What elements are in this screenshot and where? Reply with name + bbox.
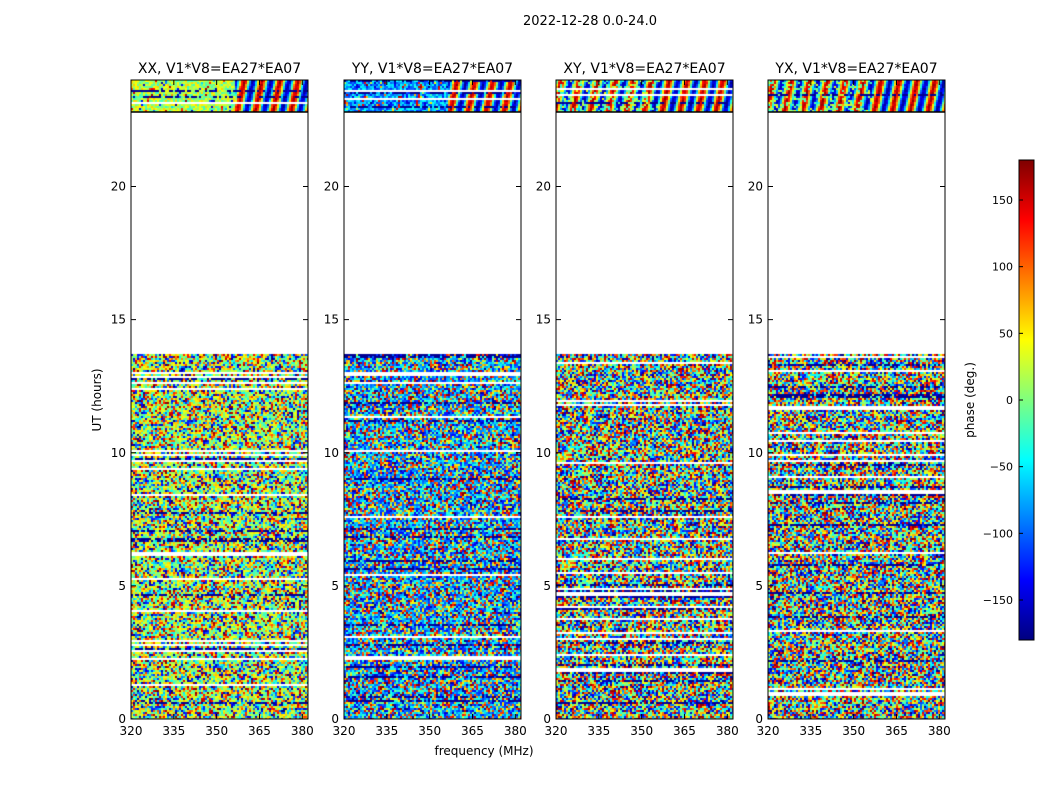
y-tick-label: 10: [536, 446, 551, 460]
y-tick-label: 20: [111, 180, 126, 194]
x-tick-label: 335: [162, 724, 185, 738]
data-gap: [131, 111, 308, 353]
y-tick-label: 5: [755, 579, 763, 593]
panel-yx: YX, V1*V8=EA27*EA07 320 335 350 365 380 0 5 10 15…: [748, 61, 951, 738]
x-tick-label: 350: [842, 724, 865, 738]
colorbar-tick-label: −100: [983, 527, 1013, 540]
colorbar-tick-label: −50: [990, 461, 1013, 474]
x-tick-label: 350: [418, 724, 441, 738]
x-tick-label: 365: [885, 724, 908, 738]
y-tick-label: 15: [111, 313, 126, 327]
colorbar-tick-label: 100: [992, 261, 1013, 274]
y-tick-label: 15: [536, 313, 551, 327]
y-tick-label: 10: [748, 446, 763, 460]
x-tick-label: 320: [757, 724, 780, 738]
y-tick-label: 0: [118, 712, 126, 726]
y-tick-label: 0: [755, 712, 763, 726]
x-tick-label: 380: [504, 724, 527, 738]
y-tick-label: 15: [748, 313, 763, 327]
x-tick-label: 335: [799, 724, 822, 738]
data-gap: [344, 111, 521, 353]
y-tick-label: 5: [118, 579, 126, 593]
x-tick-label: 350: [205, 724, 228, 738]
panel-frame: [767, 79, 946, 720]
x-tick-label: 335: [375, 724, 398, 738]
x-axis-label: frequency (MHz): [434, 744, 533, 758]
y-tick-label: 5: [331, 579, 339, 593]
data-gap: [768, 111, 945, 353]
panel-yy: YY, V1*V8=EA27*EA07 320 335 350 365 380 0 5 10 15…: [324, 61, 527, 738]
y-tick-label: 0: [331, 712, 339, 726]
x-tick-label: 365: [673, 724, 696, 738]
y-tick-label: 20: [748, 180, 763, 194]
data-gap: [556, 111, 733, 353]
panel-title: XX, V1*V8=EA27*EA07: [138, 61, 301, 77]
x-tick-label: 320: [120, 724, 143, 738]
x-tick-label: 320: [333, 724, 356, 738]
x-tick-label: 350: [630, 724, 653, 738]
y-tick-label: 0: [543, 712, 551, 726]
panel-xy: XY, V1*V8=EA27*EA07 320 335 350 365 380 0 5 10 15…: [536, 61, 739, 738]
x-tick-label: 320: [545, 724, 568, 738]
y-tick-label: 20: [536, 180, 551, 194]
panel-title: XY, V1*V8=EA27*EA07: [563, 61, 725, 77]
panel-title: YX, V1*V8=EA27*EA07: [774, 61, 937, 77]
panel-xx: XX, V1*V8=EA27*EA07 320 335 350 365 380 0 5 10 15…: [111, 61, 314, 738]
y-tick-label: 10: [324, 446, 339, 460]
figure-suptitle: 2022-12-28 0.0-24.0: [523, 14, 657, 29]
colorbar-tick-label: 50: [999, 327, 1013, 340]
x-tick-label: 365: [248, 724, 271, 738]
panel-frame: [130, 79, 309, 720]
y-tick-label: 5: [543, 579, 551, 593]
colorbar-tick-label: −150: [983, 594, 1013, 607]
colorbar-label: phase (deg.): [963, 362, 977, 438]
panel-title: YY, V1*V8=EA27*EA07: [351, 61, 513, 77]
y-tick-label: 20: [324, 180, 339, 194]
colorbar-tick-label: 0: [1006, 394, 1013, 407]
y-tick-label: 15: [324, 313, 339, 327]
panel-frame: [555, 79, 734, 720]
x-tick-label: 380: [291, 724, 314, 738]
panel-frame: [343, 79, 522, 720]
x-tick-label: 380: [716, 724, 739, 738]
x-tick-label: 380: [928, 724, 951, 738]
y-tick-label: 10: [111, 446, 126, 460]
y-axis-label: UT (hours): [90, 368, 104, 431]
x-tick-label: 365: [461, 724, 484, 738]
x-tick-label: 335: [587, 724, 610, 738]
colorbar-tick-label: 150: [992, 194, 1013, 207]
